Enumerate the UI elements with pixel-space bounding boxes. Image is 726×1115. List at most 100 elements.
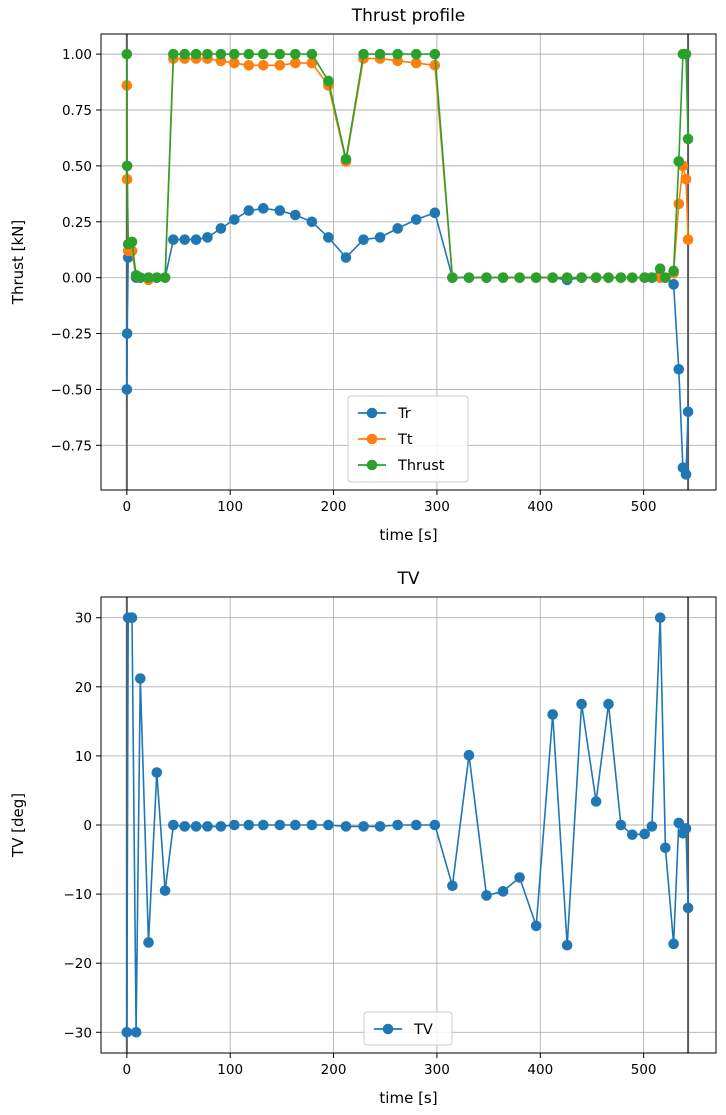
data-point: [179, 234, 191, 245]
x-axis-label: time [s]: [379, 526, 437, 544]
data-point: [168, 48, 179, 60]
data-point: [274, 48, 286, 60]
data-point: [151, 767, 163, 778]
data-point: [257, 819, 269, 831]
legend-label: Tr: [397, 406, 411, 422]
y-tick-label: 20: [75, 680, 92, 696]
y-tick-label: 0.25: [62, 215, 92, 231]
data-point: [121, 160, 133, 172]
y-tick-label: 0.75: [62, 103, 92, 119]
data-point: [626, 829, 638, 840]
legend-label: Tt: [397, 432, 413, 448]
data-point: [514, 872, 525, 883]
x-tick-label: 400: [527, 499, 553, 515]
data-point: [680, 48, 692, 60]
data-point: [274, 205, 286, 216]
data-point: [680, 469, 692, 480]
data-point: [410, 214, 422, 225]
data-point: [190, 234, 202, 245]
data-point: [358, 48, 369, 60]
x-tick-label: 300: [424, 1062, 450, 1078]
data-point: [615, 272, 627, 283]
x-tick-label: 200: [321, 499, 347, 515]
data-point: [134, 673, 146, 684]
data-point: [179, 821, 191, 832]
data-point: [646, 272, 658, 283]
data-point: [392, 819, 403, 831]
legend-label: TV: [413, 1022, 433, 1038]
y-tick-label: 0: [83, 818, 92, 834]
data-point: [306, 819, 318, 831]
y-tick-label: 30: [75, 611, 92, 627]
data-point: [646, 821, 658, 832]
data-point: [481, 890, 492, 901]
data-point: [392, 48, 403, 60]
data-point: [257, 59, 269, 71]
x-axis-label: time [s]: [379, 1089, 437, 1107]
data-point: [215, 48, 227, 60]
data-point: [126, 236, 138, 248]
data-point: [159, 885, 171, 896]
series-thrust: [121, 48, 694, 283]
y-tick-label: 10: [75, 749, 92, 765]
data-point: [530, 272, 542, 283]
data-point: [463, 272, 475, 283]
data-point: [682, 902, 694, 914]
data-point: [497, 886, 509, 897]
data-point: [615, 819, 627, 831]
data-point: [530, 920, 542, 932]
data-point: [121, 328, 133, 339]
y-tick-label: −30: [64, 1025, 93, 1041]
data-point: [340, 153, 352, 165]
legend-marker: [366, 459, 378, 471]
y-axis-label: TV [deg]: [9, 793, 27, 858]
data-point: [639, 828, 650, 840]
y-tick-label: −0.50: [51, 382, 92, 398]
legend-box: [347, 395, 469, 483]
y-axis-label: Thrust [kN]: [9, 220, 27, 305]
data-point: [603, 272, 614, 283]
data-point: [374, 232, 386, 243]
data-point: [215, 223, 227, 234]
tv-chart: 0 100 200 300 400 500 −30 −20 −10 0 10 20 30 TV time […: [9, 569, 717, 1107]
data-point: [668, 279, 679, 290]
legend: TV: [363, 1011, 453, 1046]
data-point: [447, 272, 458, 283]
data-point: [682, 234, 694, 245]
thrust-profile-chart: 0 100 200 300 400 500 −0.75 −0.50 −0.25 0.00 0.25 0…: [9, 6, 717, 544]
data-point: [202, 48, 213, 60]
data-point: [306, 48, 318, 60]
data-point: [159, 272, 171, 283]
data-point: [179, 48, 191, 60]
data-point: [358, 821, 369, 832]
axes-frame: [100, 33, 717, 491]
data-point: [151, 272, 163, 283]
series-tv: [121, 612, 694, 1038]
x-tick-label: 200: [321, 1062, 347, 1078]
data-point: [290, 209, 301, 221]
x-tick-label: 0: [123, 499, 132, 515]
x-tick-label: 300: [424, 499, 450, 515]
data-point: [680, 823, 692, 834]
x-tick-label: 100: [217, 1062, 243, 1078]
data-point: [215, 821, 227, 832]
y-tick-label: 0.50: [62, 159, 92, 175]
data-point: [660, 842, 671, 854]
data-point: [673, 198, 685, 210]
data-point: [134, 272, 146, 283]
data-point: [561, 272, 573, 283]
y-tick-label: −10: [64, 887, 93, 903]
data-point: [323, 232, 334, 243]
y-tick-label: 1.00: [62, 47, 92, 63]
data-point: [243, 48, 255, 60]
data-point: [463, 749, 475, 761]
legend-marker: [366, 407, 378, 419]
data-point: [290, 48, 301, 60]
legend-label: Thrust: [397, 458, 445, 474]
data-point: [481, 272, 492, 283]
data-point: [323, 819, 334, 831]
x-tick-label: 500: [631, 499, 657, 515]
data-point: [257, 203, 269, 214]
data-point: [257, 48, 269, 60]
